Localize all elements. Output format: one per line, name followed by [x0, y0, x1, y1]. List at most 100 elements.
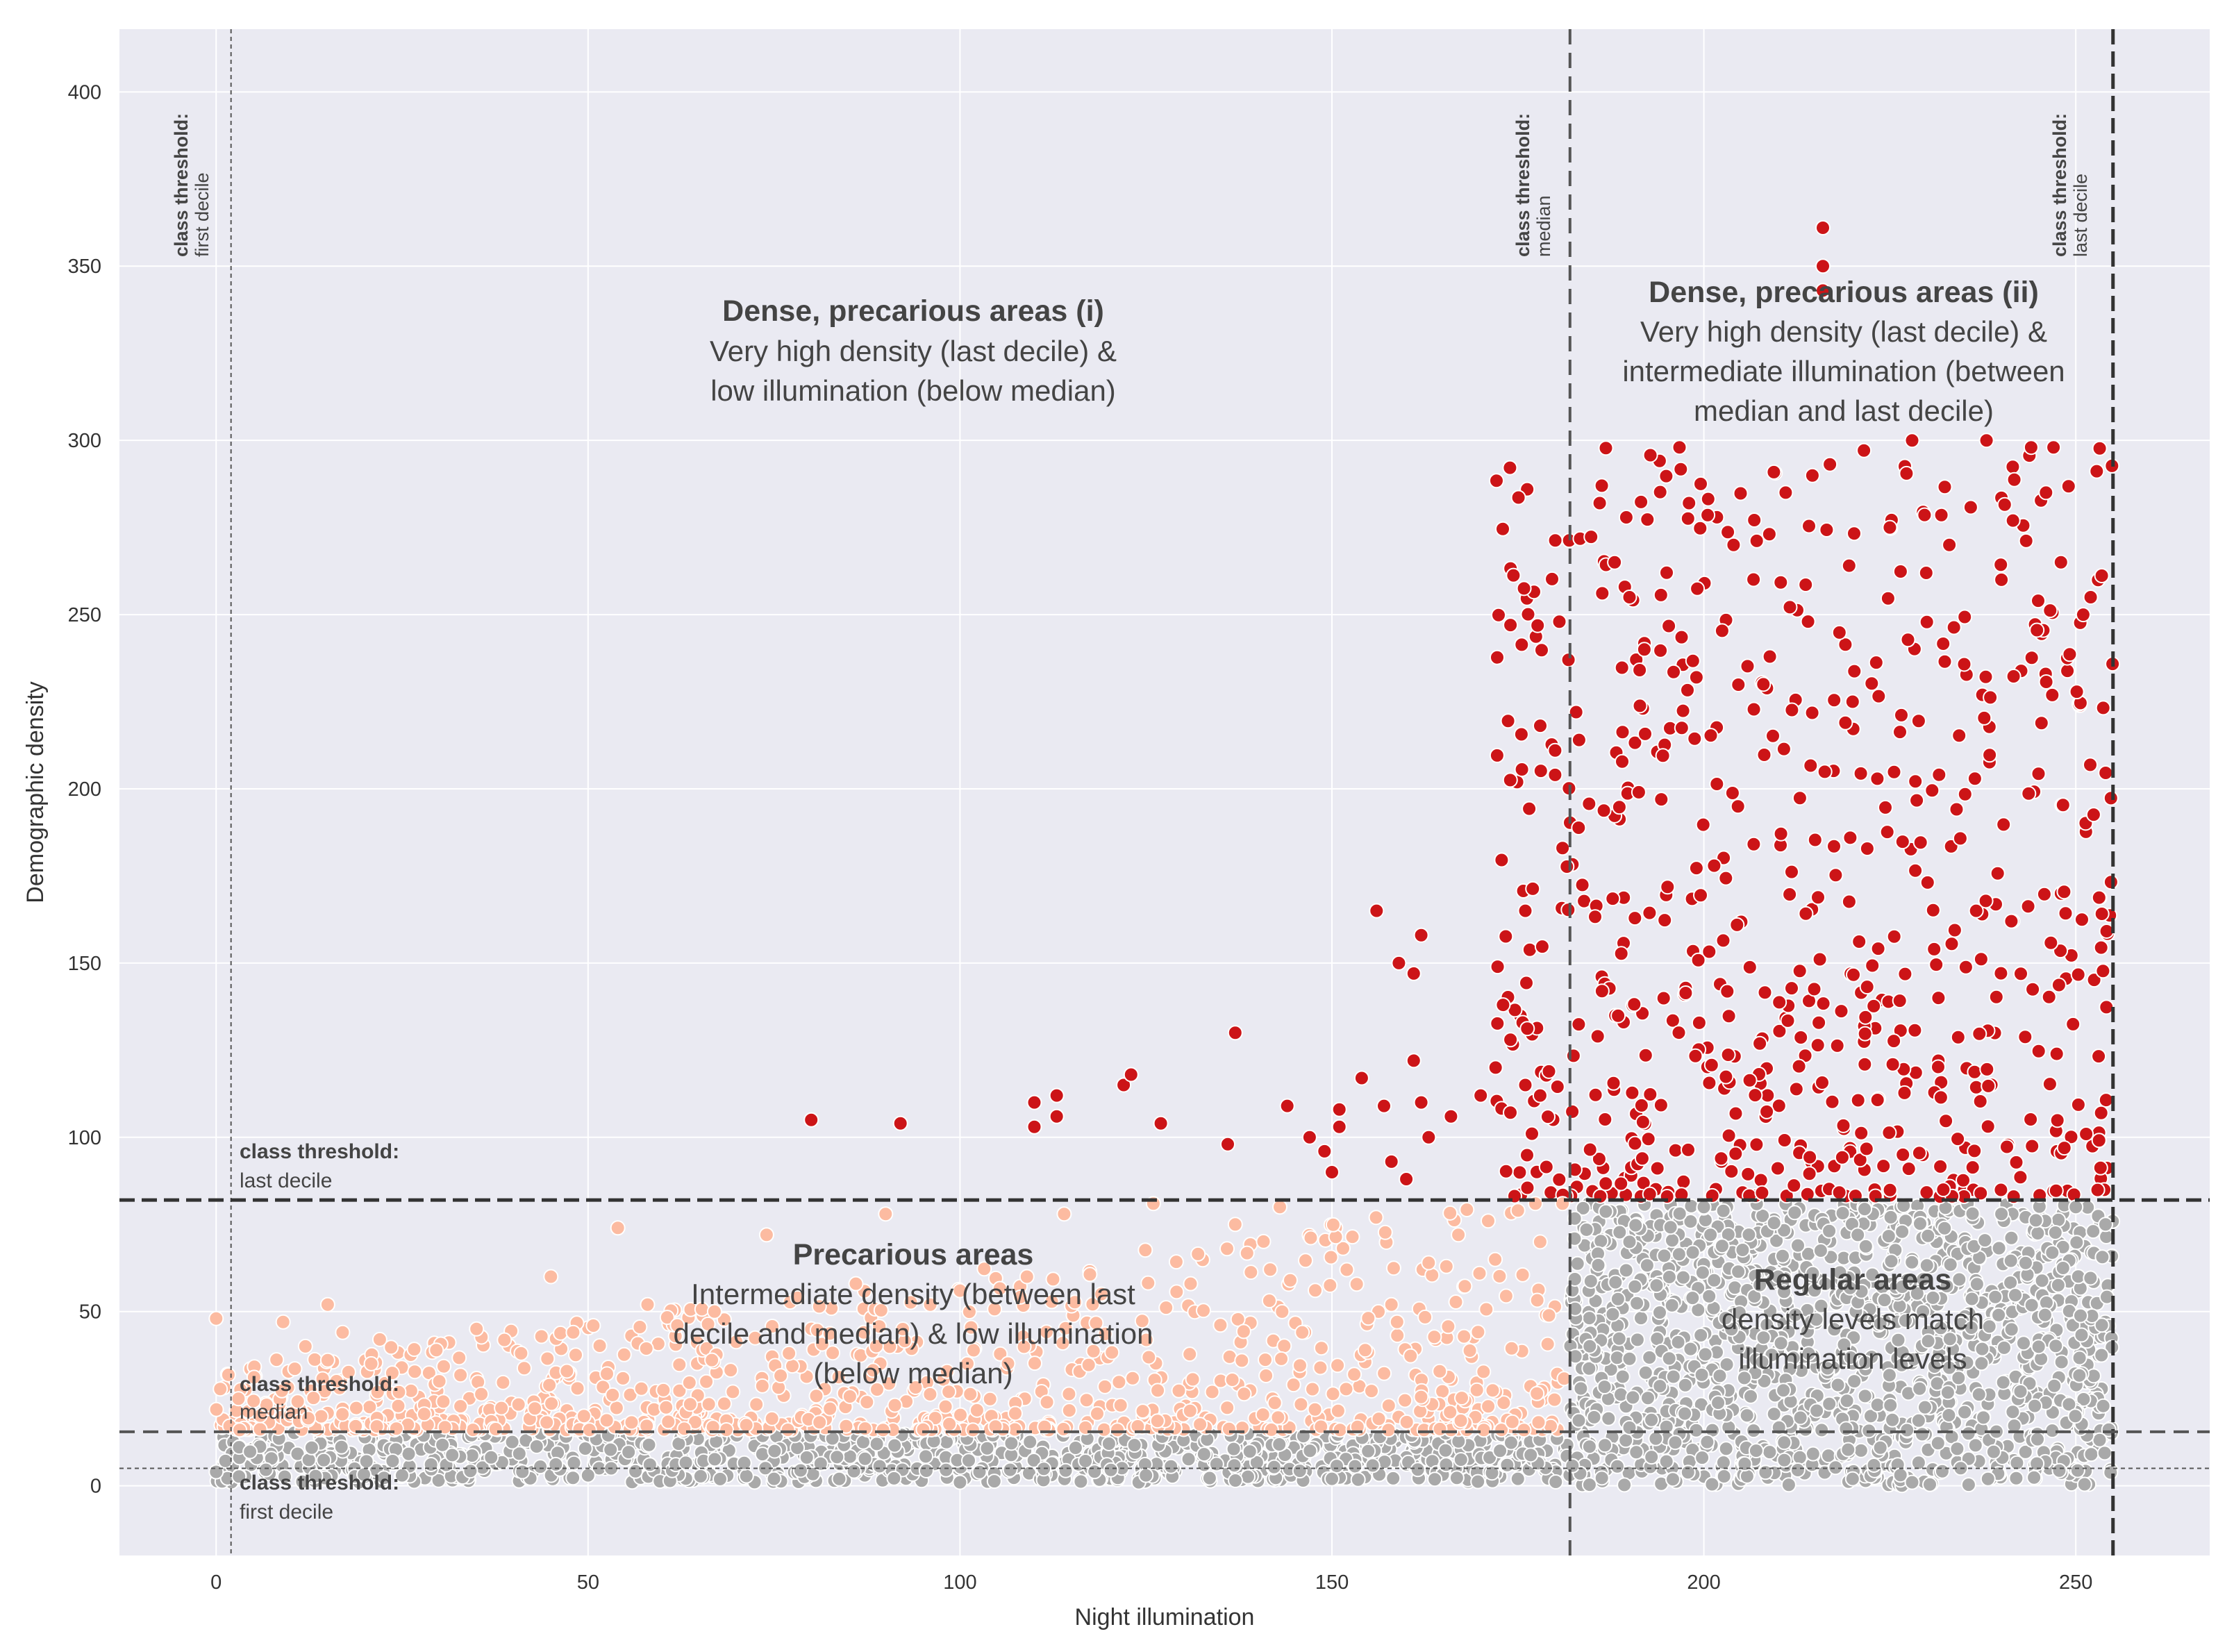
- point-precarious: [1432, 1421, 1448, 1437]
- point-dense: [1997, 497, 2012, 512]
- point-precarious: [372, 1331, 387, 1347]
- point-dense: [1582, 1142, 1598, 1158]
- point-precarious: [1270, 1410, 1286, 1426]
- point-precarious: [1338, 1381, 1354, 1397]
- point-dense: [1551, 1171, 1567, 1187]
- point-regular: [869, 1436, 885, 1452]
- point-dense: [1868, 655, 1884, 671]
- point-dense: [1967, 1143, 1983, 1159]
- point-precarious: [1397, 1392, 1413, 1408]
- point-dense: [1598, 440, 1614, 456]
- point-regular: [1694, 1450, 1710, 1466]
- point-dense: [2012, 1169, 2028, 1185]
- point-regular: [1731, 1264, 1747, 1280]
- y-tick-label: 100: [68, 1127, 101, 1149]
- point-precarious: [1451, 1227, 1467, 1243]
- point-dense: [1778, 485, 1794, 501]
- point-dense: [1587, 1087, 1603, 1103]
- point-regular: [2030, 1226, 2046, 1241]
- point-regular: [1881, 1228, 1897, 1244]
- point-regular: [1994, 1206, 2010, 1222]
- point-dense: [2051, 977, 2067, 993]
- point-dense: [1498, 928, 1514, 944]
- point-precarious: [1481, 1213, 1496, 1229]
- point-precarious: [527, 1401, 543, 1417]
- point-precarious: [269, 1352, 285, 1368]
- point-dense: [1967, 1064, 1983, 1080]
- point-dense: [1749, 1137, 1765, 1153]
- x-tick-labels: 0 50 100 150 200 250: [210, 1571, 2092, 1594]
- point-dense: [1473, 1087, 1489, 1103]
- point-regular: [308, 1468, 324, 1484]
- point-dense: [1766, 464, 1782, 480]
- point-regular: [2103, 1465, 2119, 1480]
- point-dense: [1786, 1178, 1802, 1194]
- point-precarious: [1204, 1384, 1220, 1400]
- point-dense: [1749, 533, 1765, 549]
- point-precarious: [539, 1415, 555, 1430]
- point-dense: [1724, 785, 1740, 801]
- point-precarious: [1469, 1382, 1485, 1398]
- point-dense: [1776, 1133, 1792, 1148]
- point-precarious: [1360, 1310, 1376, 1326]
- point-regular: [1622, 1234, 1637, 1250]
- point-regular: [1365, 1458, 1381, 1474]
- point-precarious: [1263, 1421, 1279, 1437]
- point-precarious: [1255, 1407, 1271, 1423]
- point-dense: [1925, 902, 1941, 918]
- point-precarious: [1078, 1392, 1094, 1408]
- point-regular: [1997, 1340, 2012, 1355]
- point-dense: [1933, 507, 1949, 523]
- point-dense: [1919, 614, 1935, 630]
- point-dense: [1649, 1160, 1665, 1176]
- point-dense: [1990, 865, 2006, 881]
- point-precarious: [1171, 1383, 1187, 1399]
- region-text: low illumination (below median): [710, 374, 1116, 407]
- point-precarious: [1323, 1249, 1339, 1265]
- point-dense: [1993, 557, 2009, 573]
- point-precarious: [1112, 1397, 1128, 1413]
- point-regular: [2094, 1249, 2110, 1265]
- point-dense: [1675, 703, 1691, 719]
- point-precarious: [1140, 1275, 1156, 1291]
- point-dense: [1892, 724, 1908, 740]
- point-precarious: [878, 1206, 894, 1222]
- point-dense: [2058, 906, 2074, 921]
- point-precarious: [1456, 1328, 1472, 1344]
- point-regular: [1710, 1395, 1726, 1411]
- point-regular: [2030, 1431, 2045, 1447]
- y-tick-label: 200: [68, 778, 101, 801]
- point-regular: [1644, 1412, 1660, 1428]
- point-dense: [1688, 860, 1704, 876]
- point-dense: [1713, 1151, 1729, 1167]
- point-dense: [1709, 776, 1725, 792]
- point-dense: [1770, 1160, 1785, 1176]
- point-regular: [333, 1439, 349, 1455]
- point-precarious: [699, 1374, 715, 1390]
- point-regular: [1594, 1470, 1610, 1486]
- point-regular: [1601, 1410, 1617, 1426]
- point-dense: [1594, 983, 1610, 999]
- point-dense: [1720, 1047, 1736, 1062]
- point-regular: [972, 1464, 987, 1480]
- point-regular: [1350, 1471, 1366, 1487]
- point-precarious: [1261, 1293, 1277, 1309]
- grid: [119, 29, 2210, 1555]
- point-precarious: [1168, 1254, 1184, 1270]
- point-regular: [2076, 1476, 2092, 1492]
- point-precarious: [1377, 1224, 1393, 1240]
- y-tick-label: 300: [68, 430, 101, 452]
- point-dense: [1956, 1172, 1971, 1188]
- point-dense: [1919, 874, 1935, 890]
- point-precarious: [497, 1332, 512, 1348]
- point-precarious: [953, 1407, 968, 1423]
- point-dense: [1487, 1060, 1503, 1076]
- point-precarious: [1258, 1368, 1274, 1383]
- point-dense: [1800, 614, 1816, 630]
- point-dense: [1958, 959, 1974, 975]
- threshold-label-text: first decile: [240, 1501, 333, 1524]
- point-regular: [528, 1439, 544, 1454]
- point-regular: [642, 1457, 658, 1473]
- point-precarious: [208, 1401, 224, 1417]
- point-regular: [1652, 1305, 1667, 1321]
